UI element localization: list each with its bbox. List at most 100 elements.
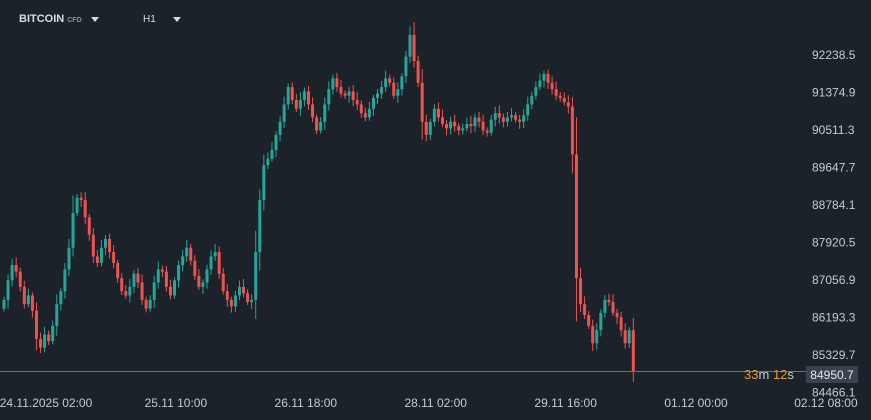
candle-body <box>347 91 351 96</box>
candle-body <box>201 282 205 287</box>
y-tick-label: 84466.1 <box>812 386 856 400</box>
candle-body <box>185 247 189 257</box>
candle-body <box>246 293 250 303</box>
candle-body <box>485 130 489 133</box>
symbol-type: CFD <box>67 16 82 24</box>
candle-body <box>412 34 416 62</box>
candle-body <box>574 154 578 279</box>
candle-body <box>562 97 566 103</box>
candle-body <box>173 280 177 296</box>
candle-body <box>599 312 603 331</box>
candle-body <box>367 108 371 118</box>
candle-body <box>250 299 254 303</box>
candle-body <box>587 315 591 326</box>
candle-body <box>416 61 420 83</box>
candle-body <box>136 273 140 283</box>
candle-body <box>566 102 570 107</box>
candle-body <box>213 252 217 257</box>
candle-body <box>124 291 128 296</box>
candle-body <box>440 117 444 124</box>
candle-body <box>530 95 534 105</box>
candle-body <box>343 93 347 96</box>
candle-body <box>538 80 542 88</box>
symbol-selector[interactable]: BITCOIN CFD <box>19 12 99 26</box>
candle-body <box>79 197 83 200</box>
candle-body <box>323 104 327 122</box>
candle-body <box>148 299 152 309</box>
candle-body <box>445 123 449 129</box>
candle-body <box>120 278 124 292</box>
candle-body <box>26 295 30 305</box>
candle-body <box>132 273 136 287</box>
candle-body <box>315 117 319 131</box>
x-tick-label: 24.11.2025 02:00 <box>0 396 93 410</box>
candle-body <box>75 197 79 213</box>
candle-body <box>603 299 607 313</box>
candle-body <box>396 89 400 96</box>
candle-body <box>83 199 87 218</box>
candle-body <box>128 286 132 296</box>
x-tick-label: 26.11 18:00 <box>275 396 338 410</box>
candle-body <box>408 34 412 57</box>
candle-body <box>112 252 116 263</box>
timeframe-dropdown-chevron-down-icon[interactable] <box>172 16 181 22</box>
candle-body <box>473 117 477 127</box>
candle-body <box>579 278 583 305</box>
candle-body <box>380 87 384 94</box>
candle-body <box>290 87 294 101</box>
candle-body <box>34 310 38 339</box>
timeframe-selector[interactable]: H1 <box>143 12 181 26</box>
candle-body <box>436 108 440 118</box>
x-tick-label: 25.11 10:00 <box>145 396 208 410</box>
y-tick-label: 91374.9 <box>812 86 856 100</box>
candle-body <box>461 128 465 131</box>
x-tick-label: 01.12 00:00 <box>664 396 728 410</box>
candle-body <box>526 104 530 116</box>
candle-body <box>453 121 457 127</box>
candle-body <box>298 100 302 109</box>
candle-body <box>493 113 497 120</box>
candle-body <box>55 304 59 326</box>
candle-body <box>274 134 278 151</box>
candle-body <box>221 273 225 292</box>
candle-body <box>189 247 193 261</box>
candle-body <box>237 286 241 296</box>
candle-body <box>392 82 396 96</box>
candle-body <box>164 271 168 287</box>
candle-body <box>518 119 522 122</box>
candle-body <box>631 330 635 372</box>
candle-body <box>570 106 574 155</box>
candle-body <box>489 119 493 133</box>
candle-body <box>388 78 392 83</box>
candle-body <box>339 87 343 94</box>
candle-body <box>611 302 615 313</box>
y-tick-label: 87920.5 <box>812 236 856 250</box>
candle-body <box>18 271 22 287</box>
candle-body <box>505 117 509 122</box>
candle-body <box>91 234 95 257</box>
candle-body <box>607 299 611 303</box>
candle-body <box>140 282 144 300</box>
candle-body <box>282 104 286 122</box>
candle-body <box>501 117 505 122</box>
candle-body <box>209 256 213 270</box>
candle-body <box>225 291 229 300</box>
countdown-minutes-unit: m <box>758 367 770 382</box>
candle-body <box>497 113 501 118</box>
x-tick-label: 02.12 08:00 <box>794 396 858 410</box>
candle-body <box>278 121 282 135</box>
candle-body <box>258 199 262 253</box>
candle-body <box>335 78 339 88</box>
symbol-dropdown-chevron-down-icon[interactable] <box>90 16 99 22</box>
candle-body <box>432 108 436 122</box>
candle-body <box>355 100 359 105</box>
candle-body <box>327 89 331 105</box>
candle-body <box>546 74 550 83</box>
candle-body <box>160 269 164 272</box>
candle-body <box>363 113 367 118</box>
candle-body <box>270 150 274 159</box>
candle-body <box>63 269 67 292</box>
candle-body <box>311 104 315 118</box>
candle-body <box>319 121 323 131</box>
